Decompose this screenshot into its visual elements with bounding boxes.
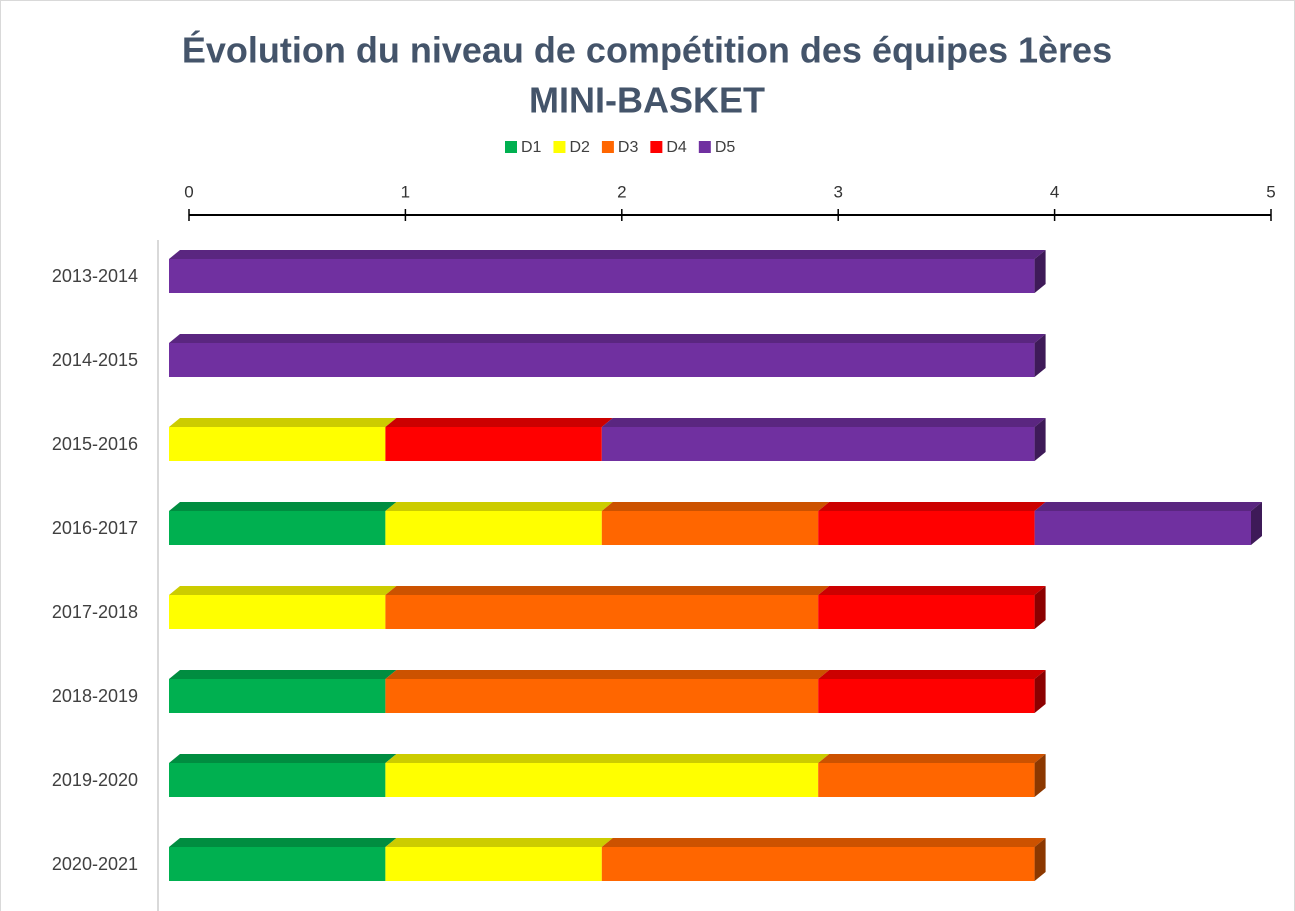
bar [601,427,1035,461]
bar [1034,511,1251,545]
bar [385,763,819,797]
bar-side [1251,502,1262,545]
chart-title: MINI-BASKET [529,80,765,121]
bar-top [385,502,613,511]
bar [385,511,602,545]
bar-side [1034,586,1046,629]
bar [169,259,1035,293]
y-tick-label: 2014-2015 [52,350,138,370]
bar-top [169,418,397,427]
y-tick-label: 2020-2021 [52,854,138,874]
bar-top [385,586,830,595]
bar [818,679,1035,713]
bar-side [1034,250,1046,293]
legend-label: D1 [521,139,542,156]
bar [818,595,1035,629]
bar-top [818,754,1046,763]
x-tick-label: 5 [1266,182,1275,201]
bar [169,427,386,461]
bar-side [1034,418,1046,461]
bar-top [601,418,1046,427]
bar-top [601,838,1046,847]
bar-side [1034,670,1046,713]
x-tick-label: 2 [617,182,626,201]
bar-side [1034,334,1046,377]
bar-top [385,418,613,427]
x-tick-label: 4 [1050,182,1059,201]
bar-top [169,754,397,763]
legend-swatch [553,141,566,153]
bar-top [169,586,397,595]
bar-top [601,502,830,511]
bar [385,427,602,461]
bar-top [169,838,397,847]
bar-top [169,502,397,511]
y-tick-label: 2015-2016 [52,434,138,454]
legend-label: D4 [666,139,687,156]
y-tick-label: 2013-2014 [52,266,138,286]
y-tick-label: 2018-2019 [52,686,138,706]
y-tick-label: 2017-2018 [52,602,138,622]
bar [385,847,602,881]
bar [818,763,1035,797]
bar-top [385,838,613,847]
x-tick-label: 0 [184,182,193,201]
bar [601,847,1035,881]
bar-top [818,670,1046,679]
y-tick-label: 2016-2017 [52,518,138,538]
bar-top [818,502,1046,511]
bar-top [1034,502,1262,511]
bar [818,511,1035,545]
bar [385,679,819,713]
bar [169,847,386,881]
bar [169,511,386,545]
bar-top [169,670,397,679]
chart-title: Évolution du niveau de compétition des é… [182,30,1112,71]
x-tick-label: 3 [833,182,842,201]
bar-side [1034,754,1046,797]
x-tick-label: 1 [401,182,410,201]
bar [169,595,386,629]
legend-swatch [698,141,711,153]
bar [169,679,386,713]
bar [169,343,1035,377]
bar-top [385,670,830,679]
bar-top [818,586,1046,595]
bar [601,511,819,545]
bar-top [385,754,830,763]
legend-swatch [505,141,517,153]
legend-label: D2 [569,139,590,156]
bar [169,763,386,797]
legend-label: D3 [618,139,639,156]
legend-swatch [601,141,614,153]
legend-label: D5 [715,139,736,156]
bar-side [1034,838,1046,881]
y-tick-label: 2019-2020 [52,770,138,790]
legend-swatch [650,141,663,153]
bar [385,595,819,629]
bar-top [169,334,1046,343]
bar-top [169,250,1046,259]
